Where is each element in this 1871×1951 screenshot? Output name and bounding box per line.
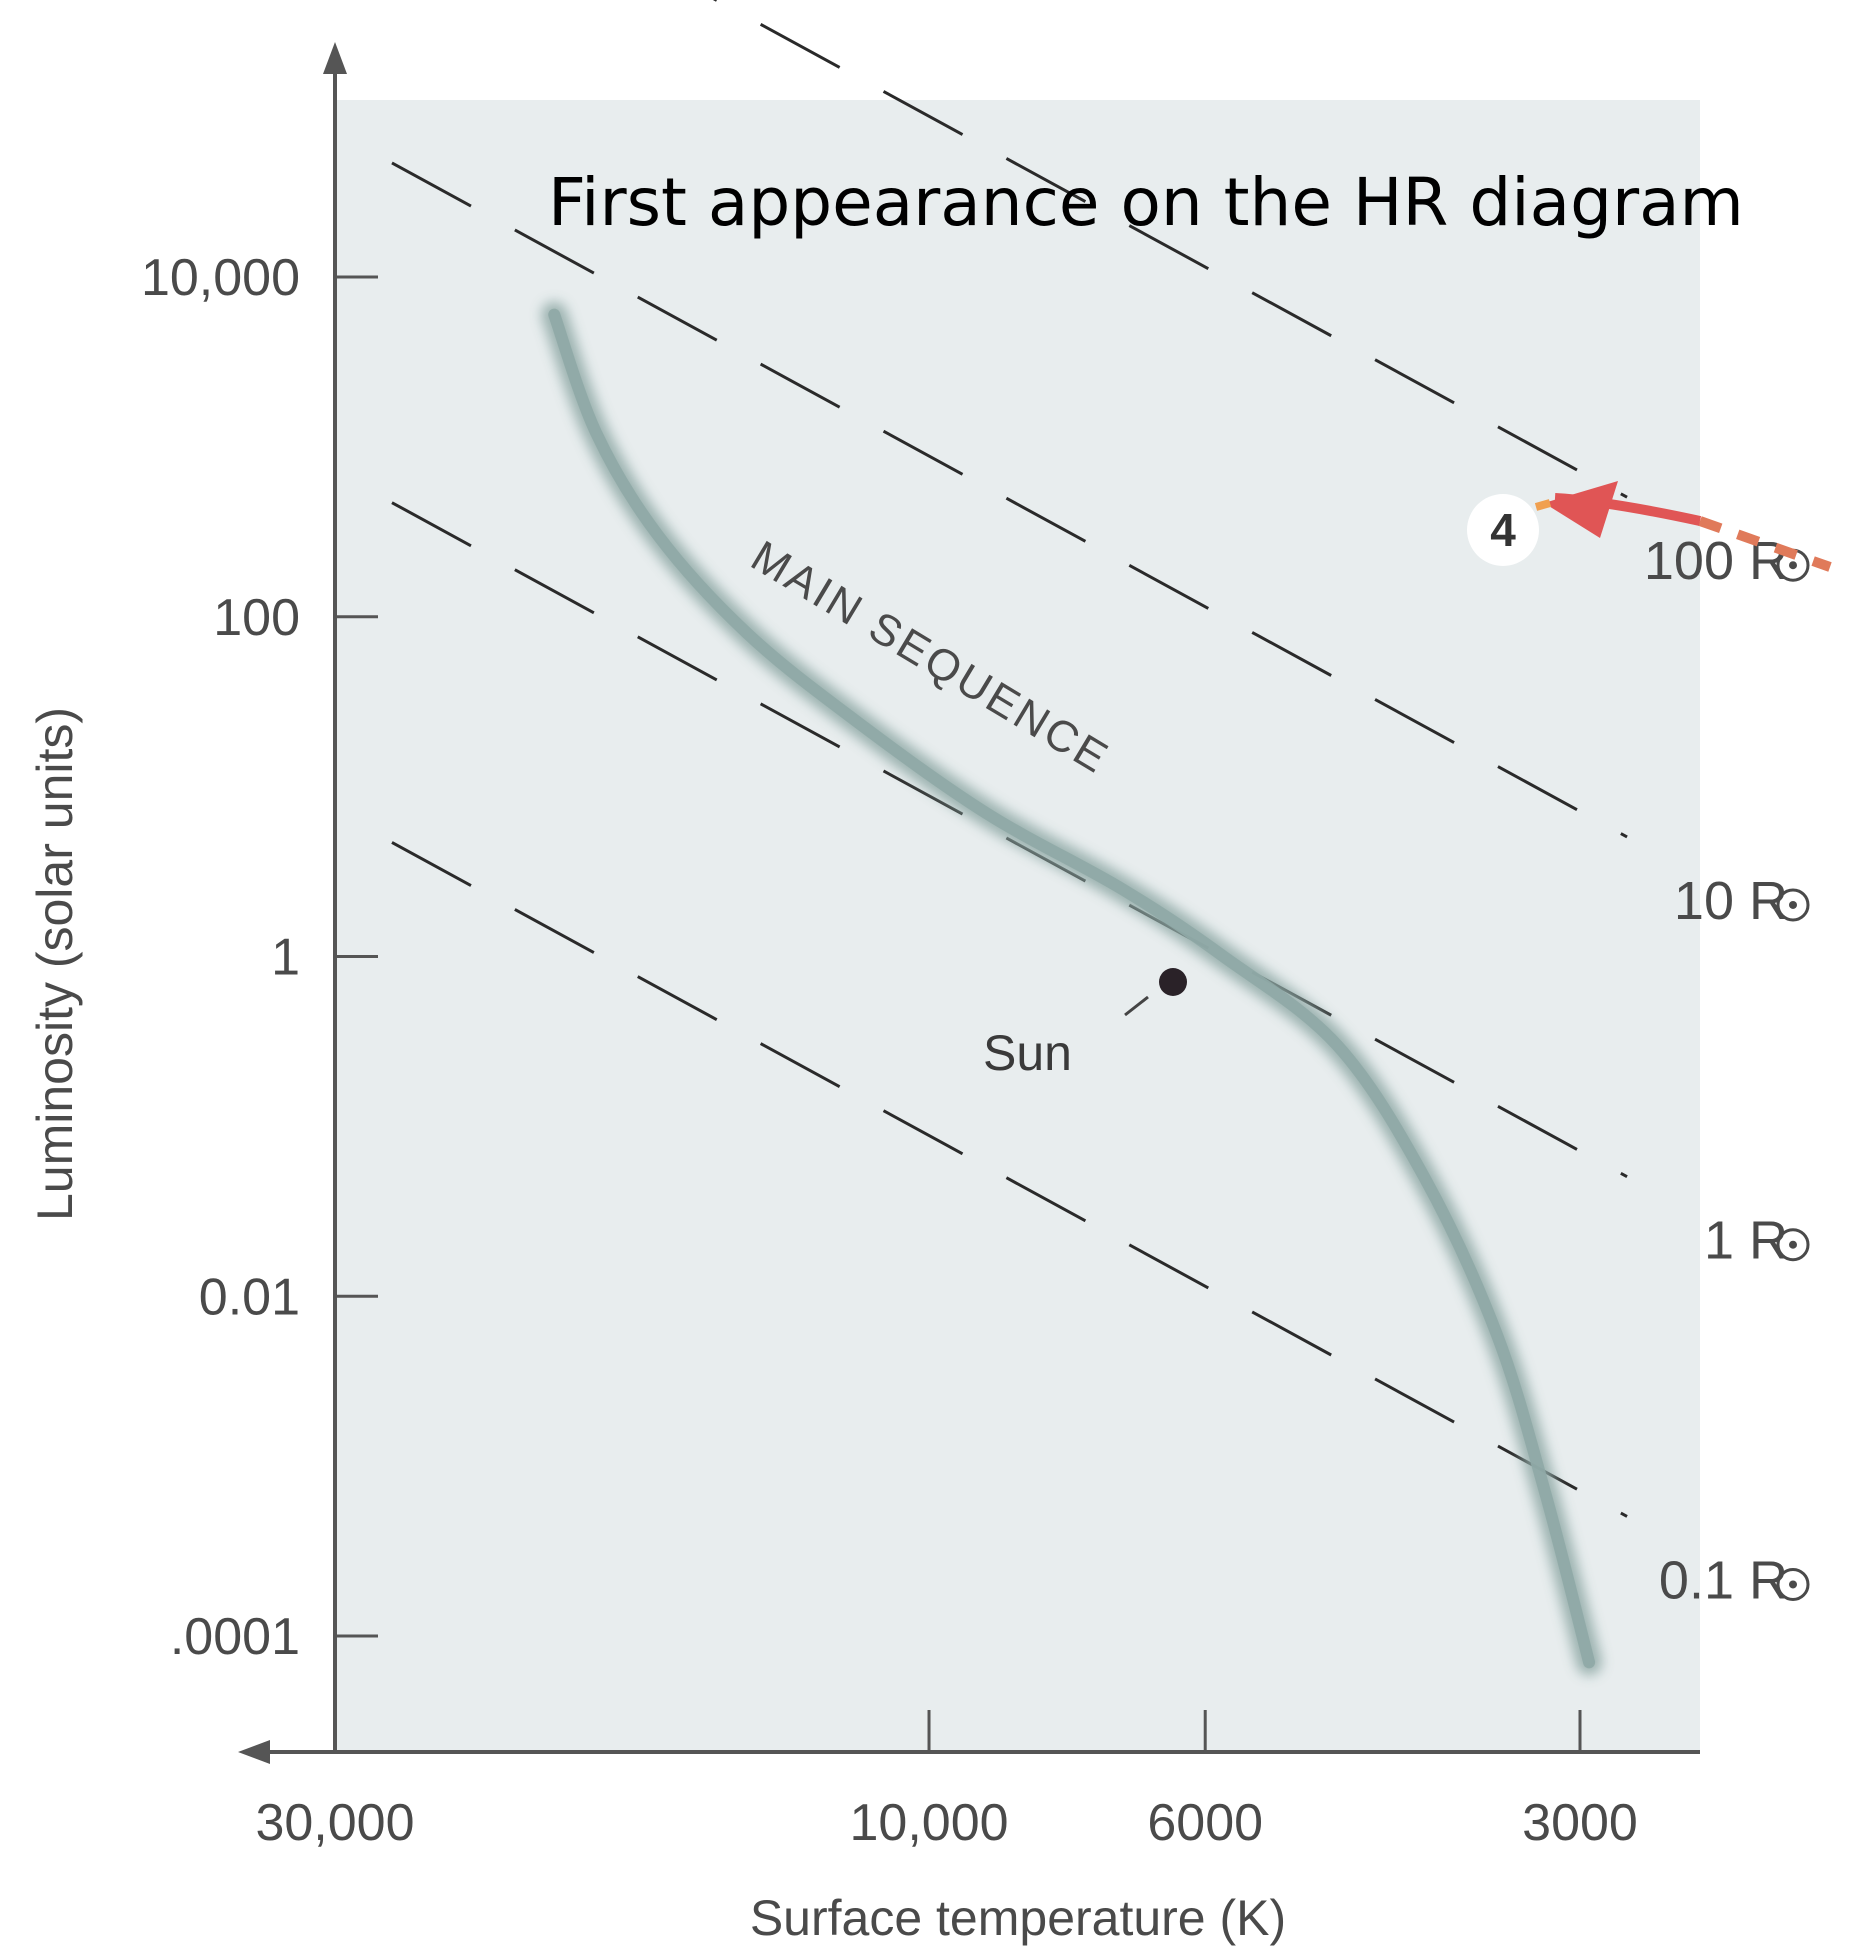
y-tick-label: 0.01: [199, 1268, 300, 1326]
x-tick-label: 30,000: [255, 1794, 414, 1852]
radius-label: 10 R: [1674, 871, 1810, 931]
axes: [238, 42, 1700, 1764]
main-sequence-curve: [548, 308, 1596, 1669]
x-tick-label: 6000: [1147, 1794, 1263, 1852]
x-ticks: 30,000 10,000 6000 3000: [255, 1710, 1638, 1852]
radius-label-text: 0.1 R: [1659, 1550, 1788, 1610]
y-tick-label: .0001: [170, 1608, 300, 1666]
sun-symbol-dot: [1789, 1240, 1797, 1249]
radius-label-text: 1 R: [1704, 1211, 1788, 1271]
radius-line: [391, 161, 1628, 839]
sun-dot: [1159, 968, 1187, 996]
plot-background: [337, 100, 1700, 1752]
sun-label: Sun: [983, 1025, 1072, 1081]
x-axis-title: Surface temperature (K): [750, 1890, 1286, 1946]
sun-symbol-icon: [1776, 888, 1810, 922]
arrow-stub: [1534, 499, 1552, 511]
y-tick-label: 10,000: [141, 249, 300, 307]
x-axis-arrowhead: [238, 1740, 270, 1764]
sun-symbol-dot: [1789, 900, 1797, 909]
sun-symbol-icon: [1776, 1228, 1810, 1262]
sun-pointer-line: [1124, 995, 1149, 1017]
sun-symbol-icon: [1776, 1567, 1810, 1601]
x-tick-label: 10,000: [849, 1794, 1008, 1852]
y-tick-label: 100: [213, 589, 300, 647]
sun-symbol-dot: [1789, 1580, 1797, 1589]
y-axis-title: Luminosity (solar units): [27, 707, 83, 1221]
y-axis-arrowhead: [323, 42, 347, 74]
radius-line: [391, 841, 1628, 1518]
radius-label-text: 10 R: [1674, 871, 1788, 931]
stage-4-label: 4: [1490, 504, 1516, 556]
radius-label-text: 100 R: [1644, 531, 1788, 591]
stage-4-circle: [1467, 494, 1539, 566]
radius-line: [712, 0, 1628, 499]
sun-marker: Sun: [983, 968, 1187, 1081]
y-tick-label: 1: [271, 929, 300, 987]
x-tick-label: 3000: [1522, 1794, 1638, 1852]
radius-label: 0.1 R: [1659, 1550, 1810, 1610]
radius-label: 1 R: [1704, 1211, 1810, 1271]
stage-4-arrow: 4: [1467, 481, 1832, 572]
chart-title: First appearance on the HR diagram: [548, 164, 1744, 241]
radius-label: 100 R: [1644, 531, 1810, 591]
main-sequence-band: [541, 301, 1603, 1676]
y-ticks: 10,000 100 1 0.01 .0001: [141, 249, 378, 1666]
arrow-head: [1544, 481, 1618, 538]
sun-symbol-dot: [1789, 561, 1797, 570]
